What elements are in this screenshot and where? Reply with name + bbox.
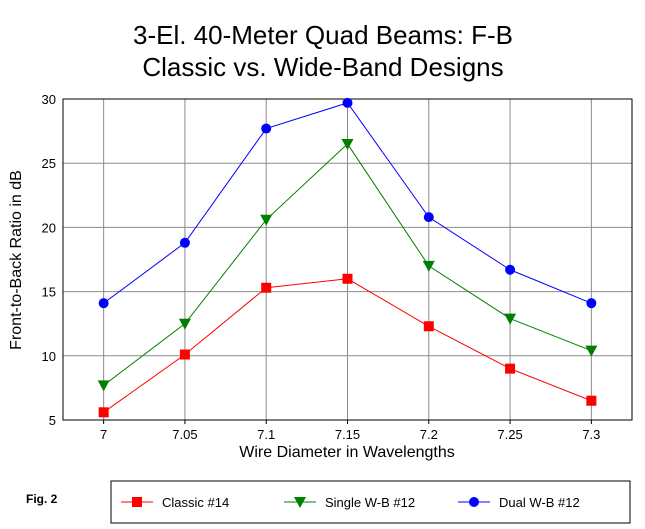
data-point-single-w-b-12 [260, 214, 273, 226]
y-tick-label: 25 [42, 156, 56, 171]
data-point-classic-14 [505, 363, 516, 374]
data-point-classic-14 [586, 395, 597, 406]
data-point-single-w-b-12 [341, 138, 354, 150]
x-tick-label: 7.05 [172, 427, 197, 442]
y-tick-label: 20 [42, 220, 56, 235]
data-point-single-w-b-12 [504, 313, 517, 325]
legend-box [110, 480, 631, 524]
y-tick-label: 30 [42, 92, 56, 107]
data-point-classic-14 [179, 349, 190, 360]
x-tick-label: 7.25 [497, 427, 522, 442]
legend-label-single-w-b-12: Single W-B #12 [325, 495, 415, 510]
x-tick-label: 7.15 [335, 427, 360, 442]
data-point-single-w-b-12 [422, 260, 435, 272]
data-point-single-w-b-12 [178, 318, 191, 330]
data-point-dual-w-b-12 [423, 212, 434, 223]
plot-area: 5 10 15 20 25 30 7 7.05 7.1 7.15 7.2 7.25 7.3 [42, 92, 633, 442]
x-axis-label: Wire Diameter in Wavelengths [239, 444, 454, 461]
x-tick-label: 7.1 [257, 427, 275, 442]
y-tick-label: 15 [42, 285, 56, 300]
data-point-dual-w-b-12 [261, 123, 272, 134]
data-point-classic-14 [98, 407, 109, 418]
legend: Classic #14 Single W-B #12 Dual W-B #12 [110, 480, 631, 524]
figure-label: Fig. 2 [26, 492, 58, 506]
x-tick-label: 7.2 [420, 427, 438, 442]
data-point-dual-w-b-12 [586, 298, 597, 309]
data-point-single-w-b-12 [97, 380, 110, 392]
data-point-classic-14 [261, 282, 272, 293]
data-point-dual-w-b-12 [98, 298, 109, 309]
legend-marker-classic-14 [132, 497, 142, 507]
y-tick-label: 10 [42, 349, 56, 364]
chart-title-line-2: Classic vs. Wide-Band Designs [142, 52, 503, 82]
legend-marker-dual-w-b-12 [469, 497, 479, 507]
legend-marker-single-w-b-12 [294, 497, 306, 508]
data-point-dual-w-b-12 [342, 97, 353, 108]
data-point-classic-14 [423, 321, 434, 332]
y-tick-label: 5 [49, 413, 56, 428]
legend-label-dual-w-b-12: Dual W-B #12 [499, 495, 580, 510]
data-point-single-w-b-12 [585, 345, 598, 357]
data-point-dual-w-b-12 [505, 264, 516, 275]
x-tick-label: 7.3 [582, 427, 600, 442]
data-point-classic-14 [342, 273, 353, 284]
y-axis-label: Front-to-Back Ratio in dB [8, 170, 25, 350]
legend-label-classic-14: Classic #14 [162, 495, 229, 510]
data-point-dual-w-b-12 [179, 237, 190, 248]
x-tick-label: 7 [100, 427, 107, 442]
chart-title-line-1: 3-El. 40-Meter Quad Beams: F-B [133, 20, 513, 50]
